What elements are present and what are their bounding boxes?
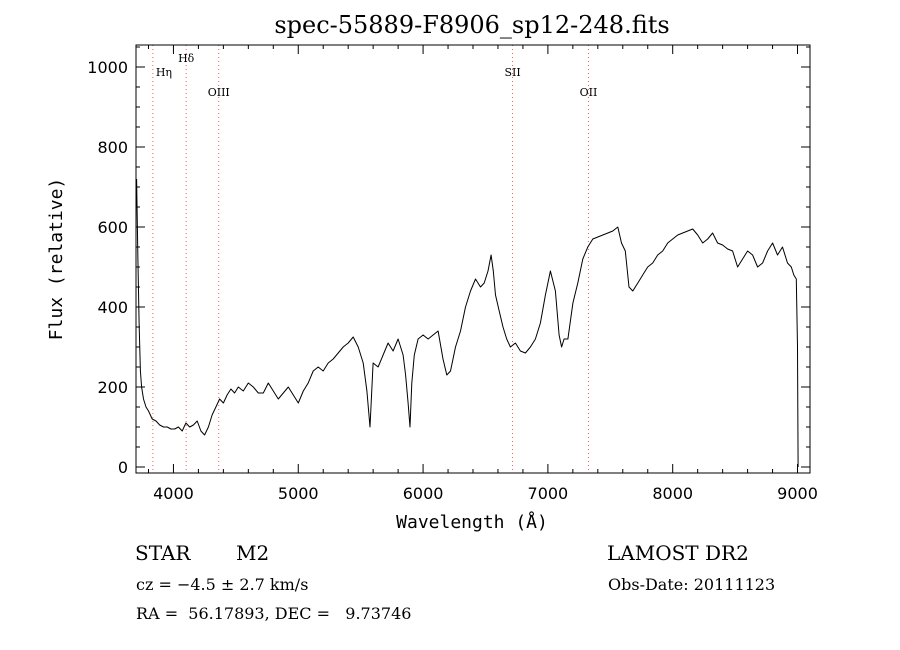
plot-frame: [135, 44, 811, 474]
x-tick-label: 8000: [652, 484, 693, 503]
observation-date: Obs-Date: 20111123: [608, 575, 776, 594]
y-axis: 0 200 400 600 800 1000: [87, 46, 810, 477]
y-tick-label: 400: [97, 298, 128, 317]
line-marker-label: OIII: [208, 86, 230, 99]
x-axis-label: Wavelength (Å): [396, 511, 548, 533]
line-marker-label: SII: [504, 66, 520, 79]
y-axis-label: Flux (relative): [46, 178, 67, 341]
spectrum-line: [136, 178, 799, 468]
y-tick-label: 200: [97, 378, 128, 397]
subclass: M2: [236, 541, 270, 565]
chart-title: spec-55889-F8906_sp12-248.fits: [274, 11, 669, 39]
spectrum-series: [136, 178, 799, 468]
emission-line-markers: Hη Hδ OIII SII OII: [152, 45, 598, 473]
x-axis: 4000 5000 6000 7000 8000 9000: [147, 45, 818, 503]
object-class: STAR: [135, 541, 191, 565]
x-tick-label: 5000: [278, 484, 319, 503]
x-tick-label: 7000: [528, 484, 569, 503]
x-tick-label: 4000: [153, 484, 194, 503]
survey-release: LAMOST DR2: [607, 541, 749, 565]
line-marker-label: Hη: [156, 66, 172, 79]
y-tick-label: 0: [118, 458, 128, 477]
y-tick-label: 800: [97, 138, 128, 157]
y-tick-label: 600: [97, 218, 128, 237]
y-tick-label: 1000: [87, 58, 128, 77]
line-marker-label: OII: [580, 86, 598, 99]
redshift-velocity: cz = −4.5 ± 2.7 km/s: [136, 575, 309, 594]
x-tick-label: 9000: [777, 484, 818, 503]
x-tick-label: 6000: [403, 484, 444, 503]
line-marker-label: Hδ: [178, 52, 195, 65]
coordinates: RA = 56.17893, DEC = 9.73746: [136, 604, 412, 623]
